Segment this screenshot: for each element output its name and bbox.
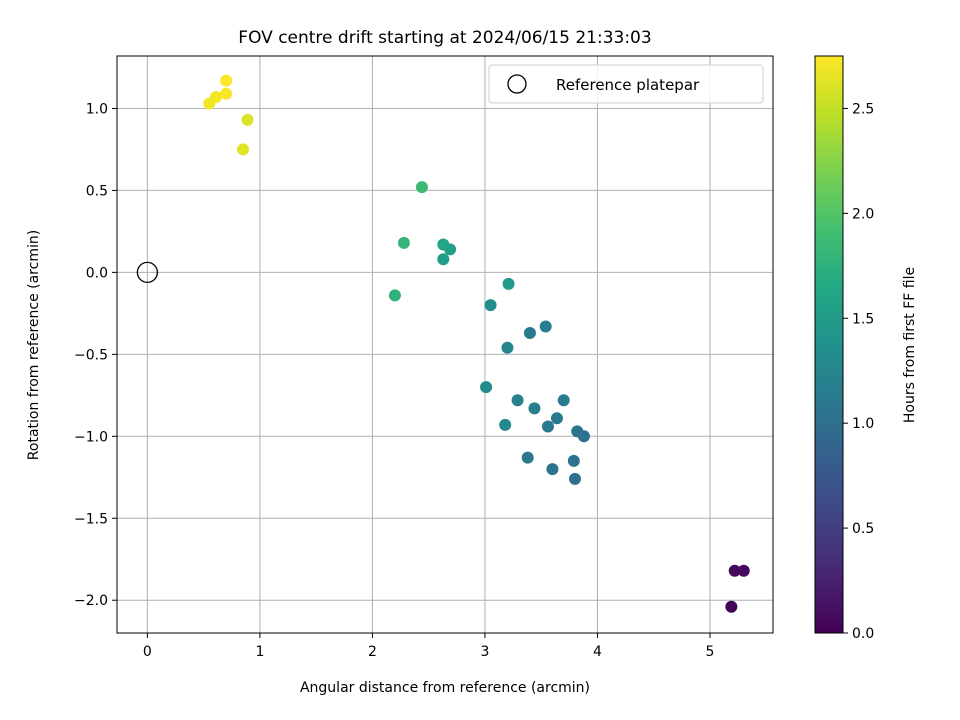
chart-title: FOV centre drift starting at 2024/06/15 … — [238, 28, 651, 48]
data-point — [437, 238, 450, 251]
legend-box — [488, 64, 764, 104]
y-tick-label: 1.0 — [86, 101, 108, 117]
legend: Reference platepar — [488, 64, 764, 104]
data-point — [728, 564, 741, 577]
data-point — [480, 381, 493, 394]
data-point — [521, 451, 534, 464]
x-tick-label: 2 — [368, 644, 377, 660]
data-point — [415, 181, 428, 194]
colorbar-tick-label: 0.5 — [852, 521, 874, 537]
colorbar-ticks: 0.0 0.5 1.0 1.5 2.0 2.5 — [843, 101, 874, 642]
x-tick-label: 3 — [480, 644, 489, 660]
x-tick-label: 4 — [593, 644, 602, 660]
data-point — [499, 418, 512, 431]
y-tick-label: −1.5 — [74, 511, 108, 527]
data-point — [397, 236, 410, 249]
data-point — [502, 277, 515, 290]
data-point — [237, 143, 250, 156]
data-point — [501, 341, 514, 354]
colorbar-gradient — [814, 55, 844, 634]
data-point — [220, 74, 233, 87]
data-point — [557, 394, 570, 407]
x-tick-label: 1 — [255, 644, 264, 660]
colorbar-label: Hours from first FF file — [902, 267, 918, 423]
colorbar-tick-label: 1.5 — [852, 311, 874, 327]
y-tick-label: −0.5 — [74, 347, 108, 363]
data-point — [541, 420, 554, 433]
data-point — [550, 412, 563, 425]
data-point — [388, 289, 401, 302]
data-point — [210, 90, 223, 103]
grid-lines — [117, 56, 773, 633]
colorbar-tick-label: 1.0 — [852, 416, 874, 432]
x-axis-label: Angular distance from reference (arcmin) — [300, 680, 590, 696]
colorbar: 0.0 0.5 1.0 1.5 2.0 2.5 Hours from first FF f… — [814, 55, 918, 642]
data-point — [484, 299, 497, 312]
data-point — [571, 425, 584, 438]
data-point — [241, 113, 254, 126]
legend-label: Reference platepar — [556, 76, 700, 94]
y-axis-label: Rotation from reference (arcmin) — [26, 230, 42, 460]
x-tick-label: 0 — [143, 644, 152, 660]
y-tick-label: 0.0 — [86, 265, 108, 281]
reference-marker-layer — [136, 261, 159, 284]
x-tick-label: 5 — [706, 644, 715, 660]
data-point — [546, 463, 559, 476]
data-point — [737, 564, 750, 577]
reference-marker — [136, 261, 159, 284]
y-axis: −2.0 −1.5 −1.0 −0.5 0.0 0.5 1.0 — [74, 101, 117, 609]
y-tick-label: −1.0 — [74, 429, 108, 445]
data-point — [437, 253, 450, 266]
colorbar-tick-label: 0.0 — [852, 626, 874, 642]
data-point — [539, 320, 552, 333]
legend-reference-marker — [507, 74, 527, 94]
colorbar-tick-label: 2.5 — [852, 101, 874, 117]
x-axis: 0 1 2 3 4 5 — [143, 633, 715, 660]
y-tick-label: −2.0 — [74, 593, 108, 609]
data-points — [203, 74, 750, 613]
data-point — [567, 454, 580, 467]
data-point — [568, 472, 581, 485]
colorbar-tick-label: 2.0 — [852, 206, 874, 222]
data-point — [725, 600, 738, 613]
data-point — [528, 402, 541, 415]
plot-frame — [116, 55, 774, 634]
data-point — [220, 87, 233, 100]
y-tick-label: 0.5 — [86, 183, 108, 199]
data-point — [523, 327, 536, 340]
data-point — [511, 394, 524, 407]
